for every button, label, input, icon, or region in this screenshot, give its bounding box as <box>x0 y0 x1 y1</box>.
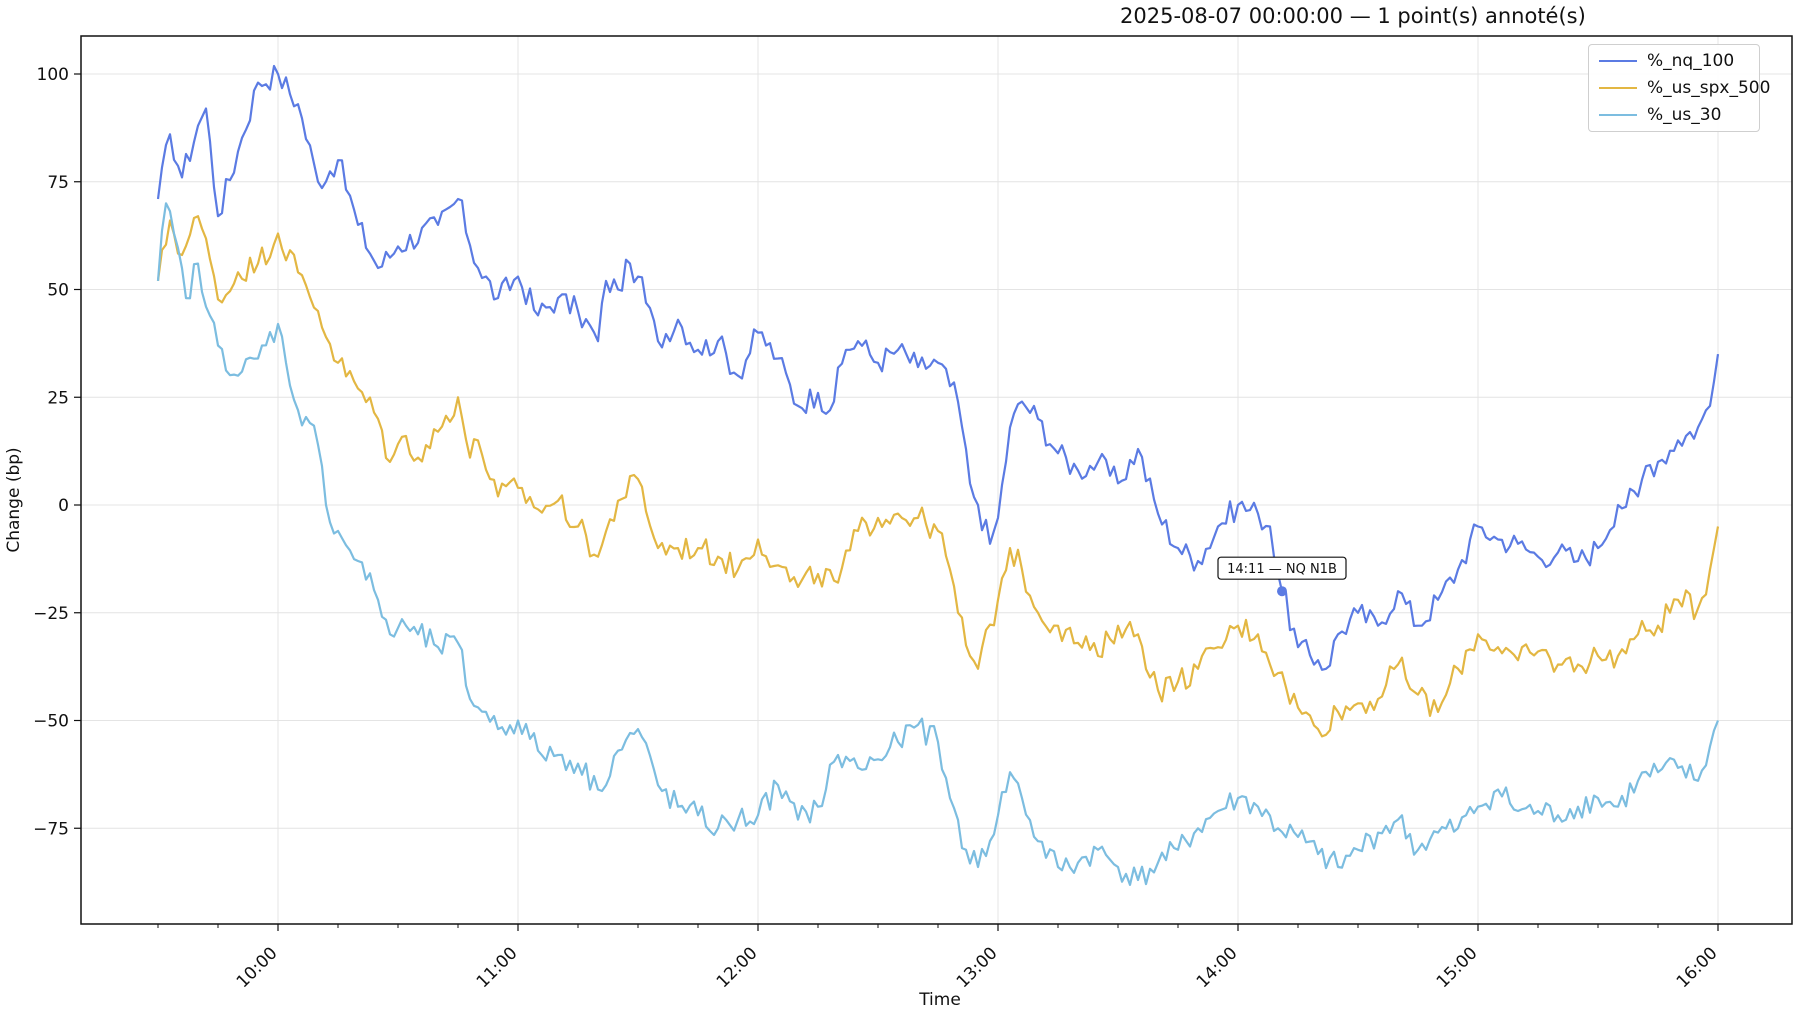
series-line <box>156 64 1720 671</box>
legend-item-us-30: %_us_30 <box>1599 103 1721 127</box>
y-tick-label: 75 <box>47 173 69 193</box>
legend-item-nq-100: %_nq_100 <box>1599 49 1734 73</box>
legend-swatch-nq-100 <box>1599 60 1637 62</box>
series-line <box>156 215 1720 738</box>
legend-swatch-us-30 <box>1599 114 1637 116</box>
annotation-layer: 14:11 — NQ N1B <box>1217 556 1347 597</box>
x-tick-label: 16:00 <box>1673 943 1722 992</box>
x-tick-label: 15:00 <box>1433 943 1482 992</box>
series-layer <box>156 64 1720 887</box>
y-tick-label: 25 <box>47 388 69 408</box>
y-tick-label: 50 <box>47 281 69 301</box>
grid-layer <box>81 36 1792 924</box>
y-tick-label: 0 <box>58 496 69 516</box>
x-tick-label: 14:00 <box>1193 943 1242 992</box>
legend-label-nq-100: %_nq_100 <box>1647 51 1735 71</box>
y-tick-label: −75 <box>33 819 69 839</box>
annotation-box <box>1217 556 1347 580</box>
y-tick-label: −25 <box>33 604 69 624</box>
legend: %_nq_100 %_us_spx_500 %_us_30 <box>1588 44 1770 132</box>
legend-swatch-us-spx-500 <box>1599 87 1637 89</box>
x-tick-label: 13:00 <box>953 943 1002 992</box>
x-axis-label: Time <box>919 990 961 1010</box>
y-tick-label: 100 <box>37 65 69 85</box>
annotation-point <box>1277 586 1287 597</box>
legend-item-us-spx-500: %_us_spx_500 <box>1599 76 1770 100</box>
chart-title: 2025-08-07 00:00:00 — 1 point(s) annoté(… <box>1120 4 1586 28</box>
x-axis-ticks: 10:00 11:00 12:00 13:00 14:00 15:00 16:00 <box>157 924 1722 992</box>
plot-area-frame <box>80 35 1793 925</box>
annotation-label: 14:11 — NQ N1B <box>1227 562 1337 577</box>
y-axis-ticks: 100 75 50 25 0 −25 −50 −75 <box>33 65 81 839</box>
legend-label-us-spx-500: %_us_spx_500 <box>1647 78 1771 98</box>
y-tick-label: −50 <box>33 712 69 732</box>
x-tick-label: 11:00 <box>473 943 522 992</box>
x-tick-label: 10:00 <box>233 943 282 992</box>
x-tick-label: 12:00 <box>713 943 762 992</box>
series-line <box>156 202 1720 887</box>
y-axis-label: Change (bp) <box>4 447 24 553</box>
legend-label-us-30: %_us_30 <box>1647 105 1722 125</box>
